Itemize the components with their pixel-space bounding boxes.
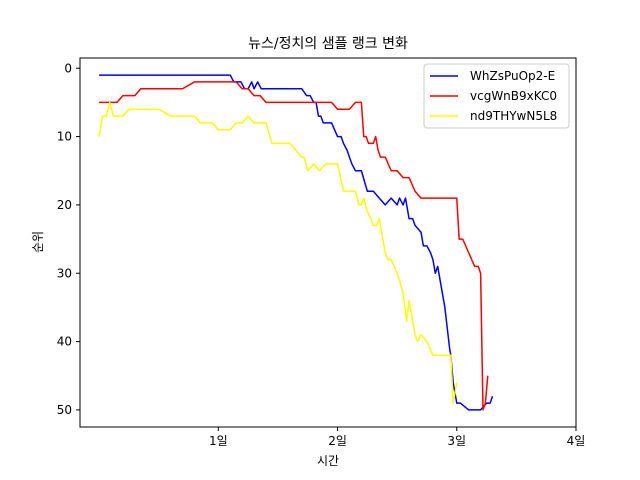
x-axis-label: 시간 <box>317 454 339 468</box>
y-tick-label-1: 10 <box>57 130 72 144</box>
x-tick-label-1: 2일 <box>328 434 347 448</box>
legend-label-2: nd9THYwN5L8 <box>470 109 557 123</box>
legend-box <box>423 63 570 129</box>
series-line-0 <box>99 74 494 411</box>
legend-label-0: WhZsPuOp2-E <box>470 69 555 83</box>
plot-frame <box>79 57 577 428</box>
y-tick-label-2: 20 <box>57 198 72 212</box>
series-line-1 <box>99 81 489 411</box>
x-tick-label-0: 1일 <box>209 434 228 448</box>
y-tick-label-4: 40 <box>57 335 72 349</box>
y-tick-label-5: 50 <box>57 403 72 417</box>
series-line-2 <box>98 101 458 404</box>
y-tick-label-0: 0 <box>64 61 72 75</box>
y-tick-label-3: 30 <box>57 266 72 280</box>
legend-label-1: vcgWnB9xKC0 <box>470 89 557 103</box>
y-axis-label: 순위 <box>31 231 45 253</box>
x-tick-label-2: 3일 <box>447 434 466 448</box>
legend: WhZsPuOp2-E vcgWnB9xKC0 nd9THYwN5L8 <box>423 63 570 129</box>
x-tick-label-3: 4일 <box>567 434 586 448</box>
chart-title: 뉴스/정치의 샘플 랭크 변화 <box>248 36 408 52</box>
